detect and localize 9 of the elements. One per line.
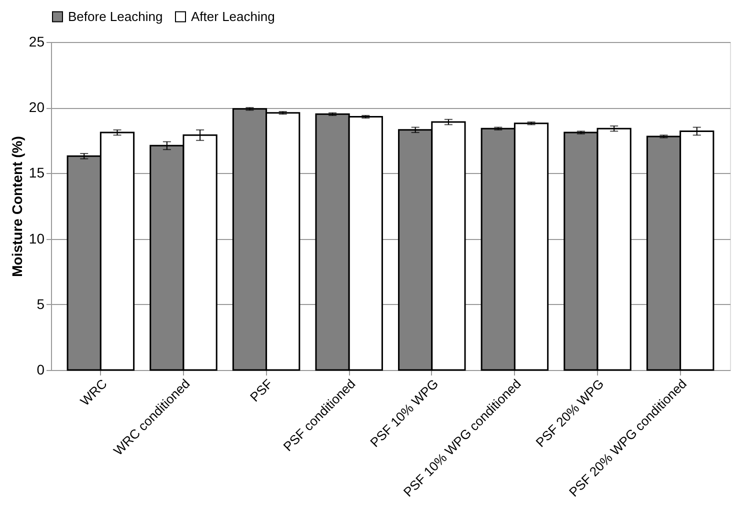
- y-tick-label: 10: [28, 230, 45, 246]
- legend-label: Before Leaching: [68, 8, 163, 24]
- y-tick-label: 25: [28, 34, 45, 50]
- y-tick-label: 0: [36, 362, 45, 378]
- y-tick-label: 20: [28, 99, 45, 116]
- y-axis-title: Moisture Content (%): [8, 136, 25, 277]
- y-tick-label: 15: [28, 164, 45, 181]
- legend-label: After Leaching: [191, 8, 275, 24]
- y-tick-label: 5: [36, 296, 45, 312]
